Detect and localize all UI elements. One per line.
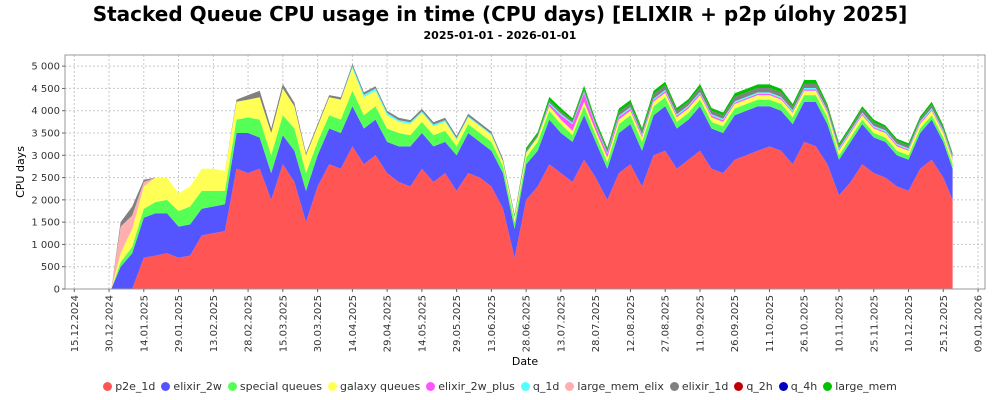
x-tick-label: 10.12.2025	[904, 295, 915, 352]
legend-swatch-icon	[669, 382, 679, 391]
x-tick-label: 28.07.2025	[591, 295, 602, 352]
chart-subtitle: 2025-01-01 - 2026-01-01	[423, 29, 577, 42]
y-axis-ticks: 0 500 1 000 1 500 2 000 2 500 3 000 3 500 4 000 4…	[31, 62, 65, 296]
y-tick-label: 4 500	[31, 84, 60, 95]
x-tick-label: 14.05.2025	[417, 295, 428, 352]
legend-swatch-icon	[161, 382, 171, 391]
legend-item: q_2h	[734, 380, 773, 393]
stacked-area-chart: 0 500 1 000 1 500 2 000 2 500 3 000 3 500 4 000 4…	[14, 54, 986, 368]
legend-swatch-icon	[565, 382, 575, 391]
legend-label: p2e_1d	[115, 380, 156, 393]
y-tick-label: 2 000	[31, 195, 60, 206]
legend-label: q_4h	[790, 380, 818, 393]
y-axis-label: CPU days	[14, 146, 27, 198]
legend-label: q_1d	[532, 380, 560, 393]
legend-swatch-icon	[426, 382, 436, 391]
legend-item: galaxy queues	[327, 380, 421, 393]
x-tick-label: 13.02.2025	[209, 295, 220, 352]
x-tick-label: 09.01.2026	[974, 295, 985, 352]
legend-item: q_1d	[520, 380, 560, 393]
legend-item: q_4h	[778, 380, 818, 393]
x-axis-label: Date	[512, 355, 539, 368]
legend-item: large_mem	[823, 380, 897, 393]
legend-swatch-icon	[227, 382, 237, 391]
legend-item: elixir_2w	[161, 380, 222, 393]
x-tick-label: 29.05.2025	[452, 295, 463, 352]
x-tick-label: 26.10.2025	[800, 295, 811, 352]
x-tick-label: 28.02.2025	[244, 295, 255, 352]
x-tick-label: 13.06.2025	[487, 295, 498, 352]
legend-label: special queues	[239, 380, 322, 393]
x-tick-label: 14.04.2025	[348, 295, 359, 352]
x-tick-label: 14.01.2025	[139, 295, 150, 352]
legend-item: elixir_2w_plus	[426, 380, 515, 393]
legend-label: galaxy queues	[339, 380, 421, 393]
series-area-special-queues	[111, 90, 953, 289]
legend-label: elixir_2w	[173, 380, 222, 393]
y-tick-label: 2 500	[31, 173, 60, 184]
legend-swatch-icon	[103, 382, 113, 391]
x-tick-label: 30.12.2024	[105, 295, 116, 352]
legend-label: large_mem	[835, 380, 897, 393]
series-area-p2e-1d	[111, 141, 953, 289]
y-tick-label: 1 500	[31, 218, 60, 229]
legend-item: p2e_1d	[103, 380, 155, 393]
y-tick-label: 500	[41, 262, 60, 273]
x-tick-label: 12.08.2025	[626, 295, 637, 352]
y-tick-label: 3 000	[31, 151, 60, 162]
plot-frame	[64, 54, 986, 290]
legend-label: q_2h	[746, 380, 773, 393]
series-area-galaxy-queues	[111, 68, 953, 290]
x-tick-label: 29.01.2025	[174, 295, 185, 352]
x-axis-ticks: 15.12.2024 30.12.2024 14.01.2025 29.01.2025…	[70, 289, 985, 352]
y-tick-label: 3 500	[31, 129, 60, 140]
x-tick-label: 28.06.2025	[522, 295, 533, 352]
chart-legend: p2e_1d elixir_2w special queues galaxy queu…	[0, 380, 1000, 393]
legend-swatch-icon	[520, 382, 530, 391]
legend-label: elixir_2w_plus	[438, 380, 515, 393]
x-tick-label: 11.10.2025	[765, 295, 776, 352]
y-tick-label: 4 000	[31, 106, 60, 117]
x-tick-label: 13.07.2025	[556, 295, 567, 352]
legend-label: large_mem_elix	[577, 380, 664, 393]
legend-swatch-icon	[734, 382, 744, 391]
x-tick-label: 25.11.2025	[869, 295, 880, 352]
x-tick-label: 15.12.2024	[70, 295, 81, 352]
x-tick-label: 10.11.2025	[835, 295, 846, 352]
series-area-elixir-2w	[111, 101, 953, 289]
x-tick-label: 26.09.2025	[730, 295, 741, 352]
legend-label: elixir_1d	[681, 380, 729, 393]
x-tick-label: 15.03.2025	[278, 295, 289, 352]
x-tick-label: 30.03.2025	[313, 295, 324, 352]
x-tick-label: 27.08.2025	[661, 295, 672, 352]
y-tick-label: 5 000	[31, 62, 60, 73]
legend-swatch-icon	[823, 382, 833, 391]
legend-item: elixir_1d	[669, 380, 729, 393]
chart-title: Stacked Queue CPU usage in time (CPU day…	[92, 2, 908, 26]
legend-item: special queues	[227, 380, 322, 393]
y-tick-label: 1 000	[31, 240, 60, 251]
legend-item: large_mem_elix	[565, 380, 664, 393]
x-tick-label: 11.09.2025	[695, 295, 706, 352]
x-tick-label: 29.04.2025	[383, 295, 394, 352]
series-areas	[111, 63, 953, 290]
legend-swatch-icon	[327, 382, 337, 391]
y-tick-label: 0	[54, 285, 60, 296]
x-tick-label: 25.12.2025	[939, 295, 950, 352]
legend-swatch-icon	[778, 382, 788, 391]
